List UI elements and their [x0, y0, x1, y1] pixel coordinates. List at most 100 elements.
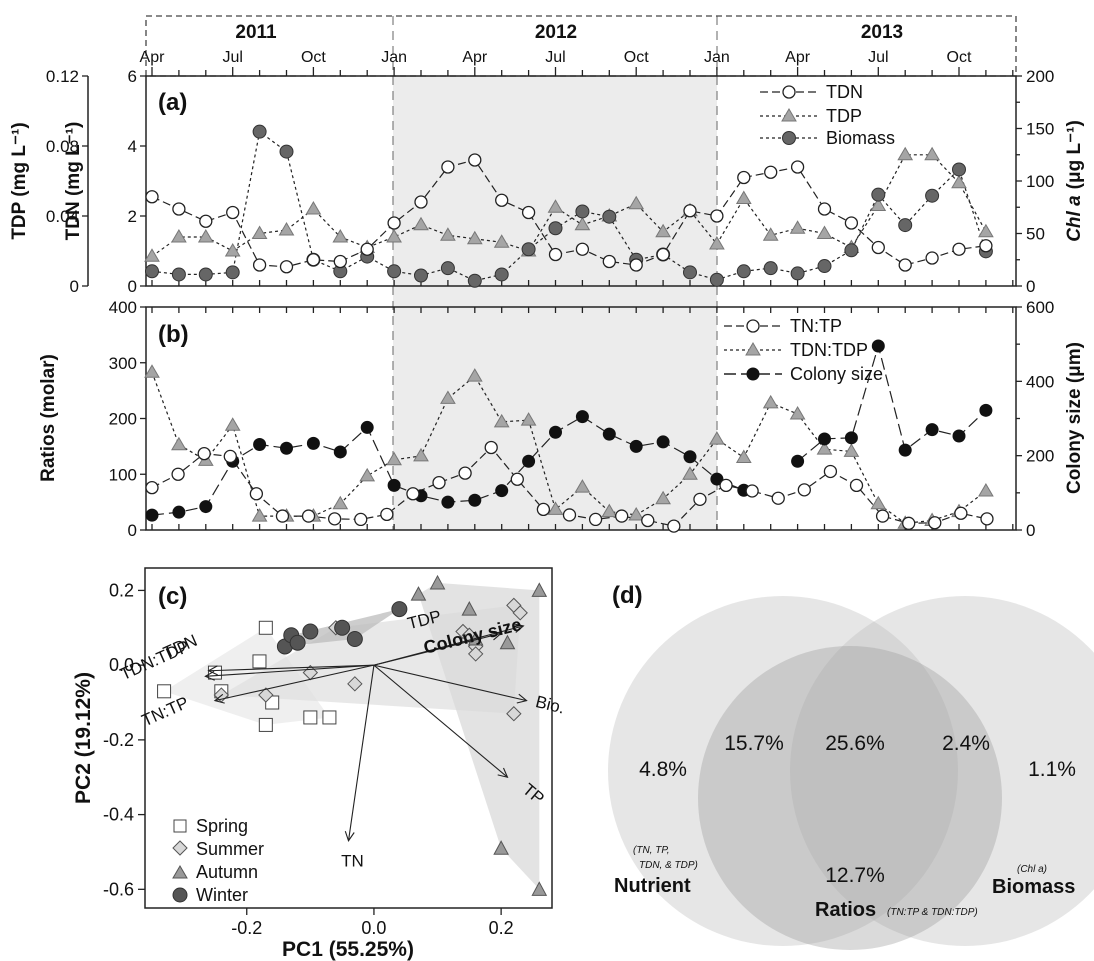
- loading-arrowhead: [204, 670, 215, 681]
- tdn-point: [925, 251, 939, 265]
- pc1-axis-label: PC1 (55.25%): [282, 938, 414, 961]
- tdntdp-point: [735, 449, 752, 464]
- tdp-axis-label: TDP (mg L⁻¹): [9, 122, 30, 239]
- spring-point: [322, 710, 337, 725]
- spring-point: [157, 684, 172, 699]
- tdn-point: [575, 242, 590, 256]
- tdntdp-point: [144, 364, 160, 378]
- tntp-point: [171, 467, 185, 481]
- autumn-point: [429, 574, 446, 590]
- tntp-point: [745, 484, 759, 498]
- colony-point: [549, 425, 562, 439]
- tdp-point: [816, 225, 833, 239]
- biomass-point: [467, 273, 482, 288]
- tdn-point: [737, 170, 751, 185]
- tdntdp-point: [251, 508, 268, 522]
- tdn-point: [764, 165, 778, 179]
- tdn-point: [333, 254, 347, 269]
- tdntdp-point: [709, 431, 725, 445]
- loading-arrow: [205, 664, 374, 677]
- legend-biomass-marker: [782, 131, 796, 145]
- tdp-tick-label: 0.12: [46, 67, 79, 86]
- legend-colony-marker: [746, 367, 760, 381]
- tdntdp-point: [870, 495, 887, 510]
- hull-autumn: [418, 582, 540, 890]
- colony-point: [468, 493, 482, 507]
- ratio-tick-label: 100: [109, 465, 137, 484]
- colony-point: [145, 508, 159, 522]
- legend-autumn-label: Autumn: [196, 862, 258, 882]
- tntp-point: [954, 506, 968, 520]
- month-label: Jul: [222, 49, 242, 66]
- tntp-point: [849, 478, 864, 493]
- chla-axis-label: Chl a (μg L⁻¹): [1064, 120, 1085, 242]
- tdntdp-point: [628, 506, 645, 521]
- chla-axis-label-main: Chl a: [1064, 195, 1085, 242]
- tdn-point: [279, 260, 294, 274]
- panel-b-series: [144, 339, 994, 533]
- panel-a-legend: TDN TDP Biomass: [760, 82, 895, 148]
- panel-d: (d) 4.8% 15.7% 25.6% 2.4% 1.1% 12.7% (TN…: [608, 582, 1094, 950]
- tdn-point: [252, 258, 267, 272]
- biomass-point: [709, 272, 724, 287]
- tntp-point: [484, 440, 498, 455]
- loading-label: TN: [341, 852, 364, 871]
- tdp-point: [978, 223, 994, 238]
- tdn-point: [979, 239, 993, 253]
- biomass-point: [414, 268, 428, 283]
- venn-nutrient: [608, 596, 958, 946]
- tntp-point: [249, 487, 264, 501]
- tntp-point: [354, 512, 368, 527]
- tntp-point: [223, 449, 237, 464]
- tdn-point: [145, 190, 159, 204]
- tntp-point: [980, 512, 994, 526]
- colony-point: [360, 420, 374, 434]
- legend-spring-label: Spring: [196, 816, 248, 836]
- tdp-point: [655, 223, 671, 238]
- autumn-point: [531, 582, 548, 597]
- loading-arrowhead: [344, 831, 355, 842]
- colony-point: [952, 429, 966, 443]
- colony-point: [172, 505, 186, 519]
- colony-point: [656, 435, 670, 449]
- tntp-point: [797, 483, 811, 497]
- venn-pct-all: 25.6%: [825, 732, 885, 755]
- year-2013: 2013: [861, 22, 903, 43]
- month-label: Oct: [947, 49, 972, 66]
- legend-spring-marker: [173, 819, 187, 833]
- biomass-point: [736, 264, 751, 279]
- panel-b-legend: TN:TP TDN:TDP Colony size: [724, 316, 883, 384]
- tdp-point: [628, 195, 645, 210]
- tntp-point: [406, 487, 420, 501]
- loading-arrowhead: [497, 767, 509, 779]
- tdntdp-point: [440, 390, 456, 404]
- tdntdp-point: [493, 413, 510, 428]
- loading-arrowhead: [207, 665, 218, 676]
- tdntdp-point: [359, 467, 376, 482]
- colony-point: [871, 339, 885, 353]
- loading-arrowhead: [213, 693, 225, 704]
- month-label: Apr: [785, 49, 811, 66]
- month-label: Jul: [545, 49, 565, 66]
- tdp-point: [924, 146, 940, 161]
- tntp-point: [301, 509, 316, 523]
- legend-summer-label: Summer: [196, 839, 264, 859]
- venn-biomass: [790, 596, 1094, 946]
- tdntdp-point: [466, 368, 483, 382]
- pc2-tick-label: -0.4: [103, 805, 134, 825]
- biomass-point: [925, 188, 940, 203]
- venn-note-nutrient-1: (TN, TP,: [633, 845, 669, 856]
- tdn-tick-label: 0: [128, 277, 137, 296]
- tdn-point: [441, 160, 455, 174]
- tdp-point: [547, 199, 564, 213]
- ratio-tick-label: 300: [109, 354, 137, 373]
- tntp-point: [275, 509, 290, 523]
- venn-set-biomass: Biomass: [992, 876, 1075, 898]
- autumn-point: [410, 586, 427, 601]
- tdp-point: [897, 146, 914, 161]
- colony-axis: 0 200 400 600: [1016, 298, 1054, 540]
- legend-summer-marker: [172, 840, 188, 856]
- legend-autumn-marker: [172, 865, 188, 879]
- colony-point: [522, 454, 536, 468]
- colony-point: [199, 500, 213, 514]
